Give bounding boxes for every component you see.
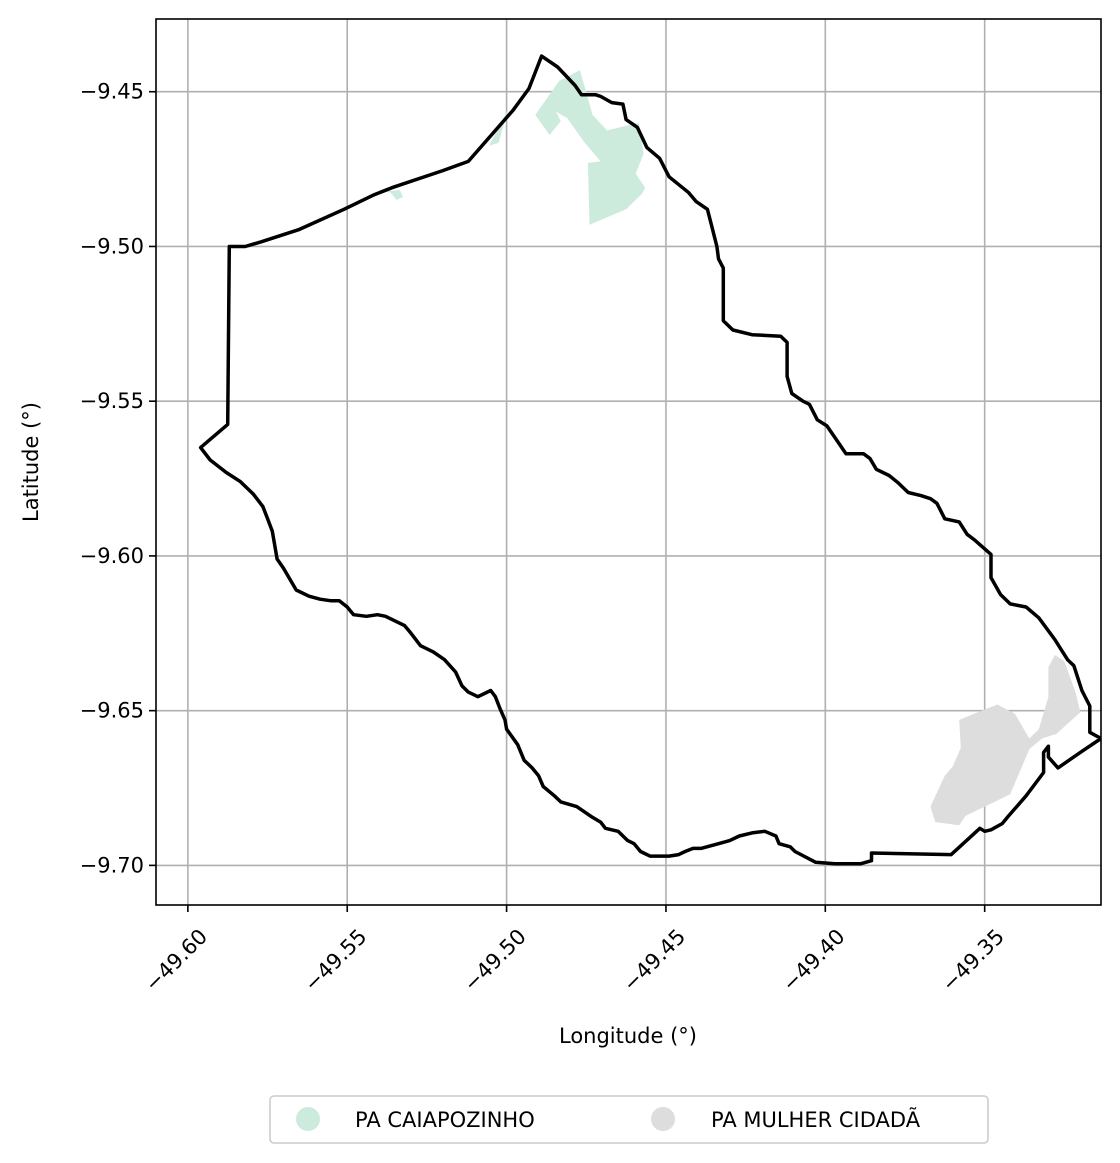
x-axis-title: Longitude (°) (559, 1024, 697, 1048)
legend: PA CAIAPOZINHO PA MULHER CIDADÃ (269, 1095, 989, 1144)
grid-lines (156, 19, 1101, 905)
y-tick-label-3: −9.60 (80, 544, 144, 568)
legend-marker-mulher-cidada (651, 1107, 675, 1131)
plot-frame (155, 18, 1102, 906)
settlement-polygon-1-0 (930, 655, 1081, 826)
y-tick-label-1: −9.50 (80, 234, 144, 258)
y-tick-label-2: −9.55 (80, 389, 144, 413)
legend-frame (269, 1095, 989, 1144)
municipality-boundary-layer (198, 54, 1101, 866)
settlement-polygon-0-1 (535, 70, 646, 225)
y-tick-label-5: −9.70 (80, 853, 144, 877)
legend-label-caiapozinho: PA CAIAPOZINHO (355, 1108, 535, 1132)
legend-marker-caiapozinho (296, 1107, 320, 1131)
y-tick-label-0: −9.45 (80, 80, 144, 104)
settlement-polygon-0-2 (372, 190, 403, 200)
y-axis-title: Latitude (°) (19, 402, 43, 522)
y-tick-label-4: −9.65 (80, 699, 144, 723)
legend-label-mulher-cidada: PA MULHER CIDADÃ (711, 1106, 921, 1132)
y-axis-ticks: −9.45 −9.50 −9.55 −9.60 −9.65 −9.70 (80, 80, 156, 877)
municipality-boundary (198, 54, 1101, 866)
